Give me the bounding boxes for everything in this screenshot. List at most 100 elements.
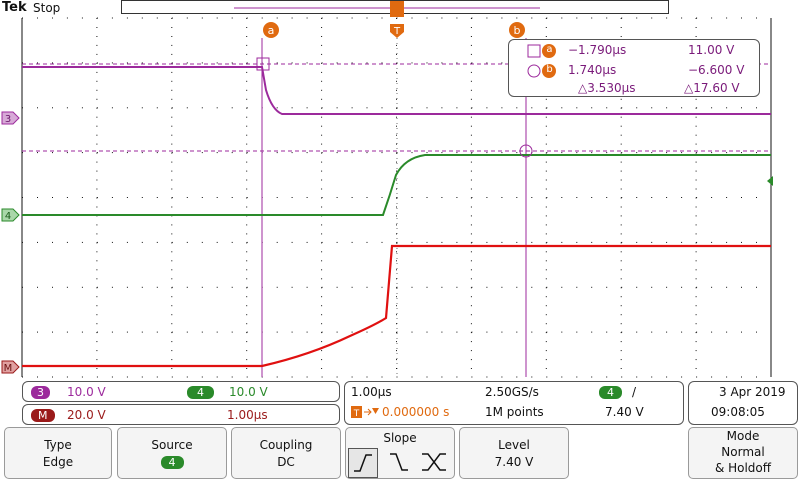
graticule-dot [321,260,323,262]
graticule-dot [486,376,488,378]
graticule-dot [695,341,697,343]
graticule-dot [321,80,323,82]
graticule-dot [471,376,473,378]
graticule-dot [470,152,472,154]
graticule-dot [516,152,518,154]
graticule-dot [321,53,323,55]
graticule-dot [591,17,593,19]
graticule-dot [606,331,608,333]
ch3-scale: 10.0 V [67,385,106,399]
graticule-dot [186,241,188,243]
graticule-dot [620,242,622,244]
graticule-dot [321,368,323,369]
graticule-dot [545,332,547,334]
graticule-dot [545,206,547,208]
graticule-dot [276,17,278,19]
graticule-dot [246,62,248,64]
menu-coupling-button[interactable]: Coupling DC [231,427,341,479]
menu-source-button[interactable]: Source 4 [117,427,227,479]
menu-type-button[interactable]: Type Edge [4,427,112,479]
graticule-dot [726,286,728,288]
cursor-b-badge[interactable]: b [509,22,525,38]
graticule-dot [96,161,98,163]
graticule-dot [321,27,323,28]
menu-mode-label: Mode [726,429,760,443]
graticule-dot [276,241,278,243]
trigger-time-marker-label: T [393,26,401,37]
graticule-dot [470,269,472,271]
trigger-time-marker[interactable]: T [390,1,404,38]
graticule-dot [201,17,203,19]
graticule-dot [111,107,113,109]
graticule-dot [126,62,128,64]
graticule-dot [561,376,563,378]
graticule-dot [351,241,353,243]
graticule-dot [396,53,397,55]
graticule-dot [741,376,742,378]
graticule-dot [681,17,683,19]
graticule-dot [396,341,397,343]
graticule-dot [396,251,397,253]
math-scale-panel[interactable]: M 20.0 V 1.00µs [22,404,340,425]
graticule-dot [201,286,203,288]
graticule-dot [96,368,98,369]
math-ground-marker[interactable]: M [1,360,20,374]
graticule-dot [96,179,98,181]
graticule-dot [411,62,413,64]
graticule-dot [171,269,173,271]
graticule-dot [651,376,653,378]
graticule-dot [246,107,248,109]
graticule-dot [711,107,713,109]
graticule-dot [620,341,622,343]
graticule-dot [141,152,143,154]
graticule-dot [695,161,697,163]
graticule-dot [276,331,278,333]
graticule-dot [246,233,248,235]
graticule-dot [126,331,128,333]
menu-level-button[interactable]: Level 7.40 V [459,427,569,479]
cursor-a-badge[interactable]: a [263,22,279,38]
graticule-dot [351,286,353,288]
timebase-panel[interactable]: 1.00µs 2.50GS/s 4 / T 0.000000 s 1M poin… [344,381,684,425]
slope-rising-option[interactable] [348,448,378,478]
acquisition-state: Stop [33,1,61,15]
graticule-dot [171,116,173,118]
graticule-dot [695,359,697,361]
graticule-dot [321,305,323,307]
graticule-dot [141,286,143,288]
graticule-dot [126,17,128,19]
cursor-b-circle-marker[interactable] [519,144,533,158]
ch4-ground-marker[interactable]: 4 [1,208,20,222]
graticule-dot [426,331,428,333]
graticule-dot [470,260,472,262]
cursor-a-square-marker[interactable] [256,57,270,71]
graticule-dot [486,152,488,154]
graticule-dot [141,107,143,109]
graticule-dot [381,286,383,288]
ch3-ground-marker[interactable]: 3 [1,111,20,125]
graticule-dot [576,17,578,19]
graticule-dot [576,376,578,378]
graticule-dot [381,331,383,333]
graticule-dot [681,286,683,288]
graticule-dot [66,62,68,64]
graticule-dot [396,18,397,19]
channel-scale-panel[interactable]: 3 10.0 V 4 10.0 V [22,381,340,402]
graticule-dot [695,224,697,226]
graticule-dot [695,251,697,253]
graticule-dot [620,323,622,325]
graticule-dot [396,170,397,172]
graticule-dot [396,80,397,82]
graticule-dot [470,98,472,100]
slope-either-option[interactable] [420,448,450,476]
graticule-dot [96,71,98,73]
menu-mode-button[interactable]: Mode Normal & Holdoff [688,427,798,479]
menu-slope-button[interactable]: Slope [345,427,455,479]
graticule-dot [516,331,518,333]
graticule-dot [336,376,338,378]
graticule-dot [246,350,248,352]
graticule-dot [321,179,323,181]
slope-falling-option[interactable] [386,448,414,476]
trigger-level-arrow[interactable] [767,176,773,186]
graticule-dot [411,107,413,109]
